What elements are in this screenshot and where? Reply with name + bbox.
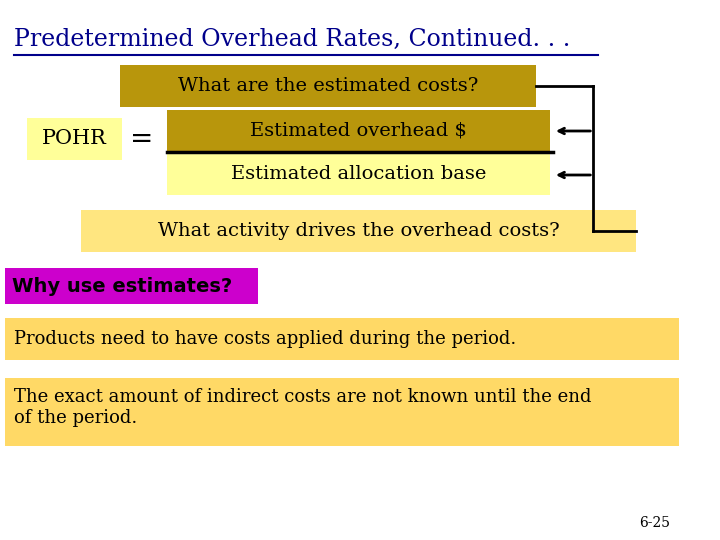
FancyBboxPatch shape — [27, 118, 122, 160]
Text: =: = — [130, 125, 153, 152]
Text: Estimated overhead $: Estimated overhead $ — [251, 122, 467, 140]
Text: Products need to have costs applied during the period.: Products need to have costs applied duri… — [14, 330, 517, 348]
Text: Why use estimates?: Why use estimates? — [12, 276, 233, 295]
FancyBboxPatch shape — [120, 65, 536, 107]
Text: What are the estimated costs?: What are the estimated costs? — [178, 77, 478, 95]
Text: The exact amount of indirect costs are not known until the end
of the period.: The exact amount of indirect costs are n… — [14, 388, 592, 427]
FancyBboxPatch shape — [168, 110, 550, 152]
Text: What activity drives the overhead costs?: What activity drives the overhead costs? — [158, 222, 559, 240]
FancyBboxPatch shape — [5, 268, 258, 304]
FancyBboxPatch shape — [168, 153, 550, 195]
Text: 6-25: 6-25 — [639, 516, 670, 530]
Text: POHR: POHR — [42, 130, 107, 148]
Text: Estimated allocation base: Estimated allocation base — [231, 165, 487, 183]
FancyBboxPatch shape — [81, 210, 636, 252]
FancyBboxPatch shape — [5, 318, 679, 360]
Text: Predetermined Overhead Rates, Continued. . .: Predetermined Overhead Rates, Continued.… — [14, 28, 571, 51]
FancyBboxPatch shape — [5, 378, 679, 446]
